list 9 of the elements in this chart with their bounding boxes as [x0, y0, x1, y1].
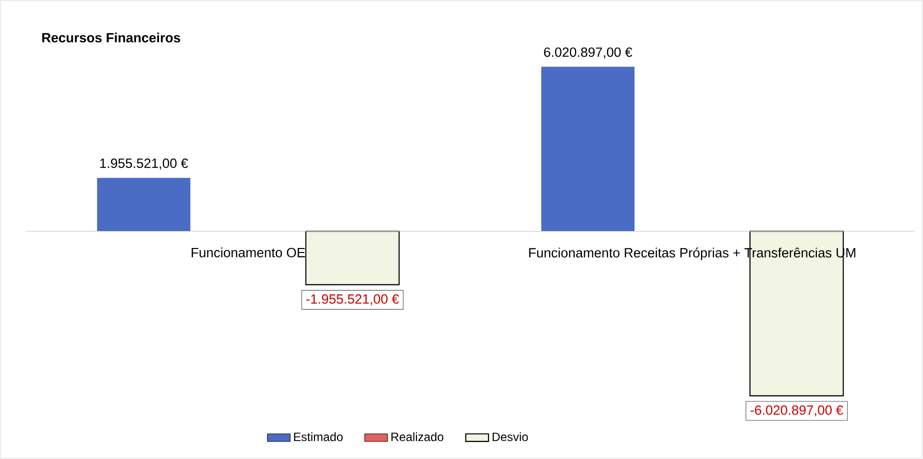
data-label: 1.955.521,00 €: [100, 158, 188, 170]
data-label: -1.955.521,00 €: [306, 294, 399, 306]
legend-label: Realizado: [391, 432, 444, 442]
legend-label: Desvio: [492, 432, 528, 442]
x-tick-label: Funcionamento OE: [192, 248, 305, 258]
data-label: 6.020.897,00 €: [544, 48, 632, 59]
data-label: -6.020.897,00 €: [750, 405, 844, 416]
chart-title: Recursos Financeiros: [42, 32, 180, 43]
legend-label: Estimado: [294, 432, 343, 442]
